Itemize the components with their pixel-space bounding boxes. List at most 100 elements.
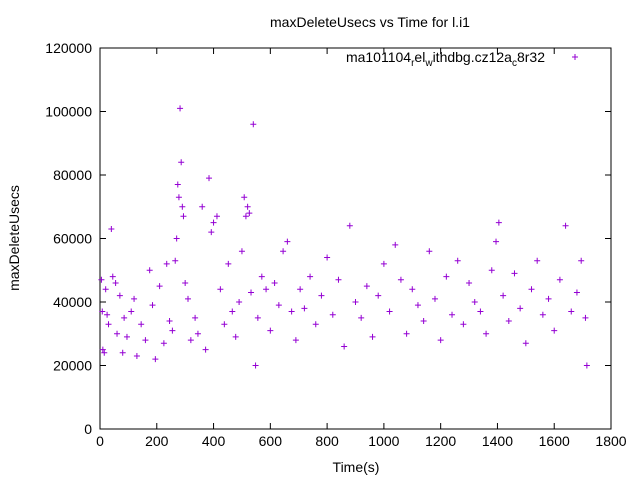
x-tick-label: 600 bbox=[259, 433, 283, 449]
data-point bbox=[254, 314, 261, 321]
data-point bbox=[121, 314, 128, 321]
data-point bbox=[180, 213, 187, 220]
data-point bbox=[545, 295, 552, 302]
x-tick-label: 1800 bbox=[595, 433, 626, 449]
y-tick-label: 80000 bbox=[53, 167, 92, 183]
x-tick-label: 1600 bbox=[539, 433, 570, 449]
data-point bbox=[397, 276, 404, 283]
data-point bbox=[346, 222, 353, 229]
data-point bbox=[258, 273, 265, 280]
data-point bbox=[229, 308, 236, 315]
data-point bbox=[568, 308, 575, 315]
data-point bbox=[109, 273, 116, 280]
data-point bbox=[149, 302, 156, 309]
data-point bbox=[177, 105, 184, 112]
data-point bbox=[431, 295, 438, 302]
data-point bbox=[217, 286, 224, 293]
data-point bbox=[275, 302, 282, 309]
data-point bbox=[248, 289, 255, 296]
data-point bbox=[179, 203, 186, 210]
data-point bbox=[449, 311, 456, 318]
chart-title: maxDeleteUsecs vs Time for l.i1 bbox=[270, 14, 470, 30]
y-axis-label: maxDeleteUsecs bbox=[6, 185, 22, 291]
y-tick-label: 0 bbox=[84, 421, 92, 437]
data-point bbox=[505, 318, 512, 325]
data-point bbox=[252, 362, 259, 369]
data-point bbox=[105, 321, 112, 328]
data-point bbox=[108, 225, 115, 232]
data-point bbox=[225, 260, 232, 267]
data-point bbox=[562, 222, 569, 229]
y-tick-label: 100000 bbox=[45, 104, 92, 120]
data-point bbox=[483, 330, 490, 337]
data-point bbox=[133, 352, 140, 359]
plot-area: 0 200 400 600 800 1000 1200 1400 1600 1800 0 20000 4… bbox=[45, 40, 626, 449]
data-point bbox=[98, 276, 105, 283]
data-point bbox=[528, 286, 535, 293]
data-point bbox=[352, 299, 359, 305]
data-point bbox=[511, 270, 518, 277]
data-point bbox=[131, 295, 138, 302]
data-point bbox=[146, 267, 153, 274]
data-point bbox=[534, 257, 541, 264]
data-point bbox=[324, 254, 331, 261]
data-point bbox=[163, 260, 170, 267]
data-point bbox=[409, 286, 416, 293]
data-point bbox=[454, 257, 461, 264]
data-point bbox=[307, 273, 314, 280]
data-point bbox=[128, 308, 135, 315]
data-point bbox=[194, 330, 201, 337]
data-point bbox=[185, 295, 192, 302]
x-tick-label: 400 bbox=[202, 433, 226, 449]
data-point bbox=[114, 330, 121, 337]
data-point bbox=[192, 314, 199, 321]
data-point bbox=[99, 346, 106, 353]
data-point bbox=[152, 356, 159, 363]
data-point bbox=[166, 318, 173, 325]
data-point bbox=[471, 299, 478, 305]
data-point bbox=[263, 286, 270, 293]
x-tick-label: 1200 bbox=[425, 433, 456, 449]
data-point bbox=[271, 279, 278, 286]
data-point bbox=[206, 175, 213, 182]
data-point bbox=[236, 299, 243, 305]
y-tick-label: 20000 bbox=[53, 358, 92, 374]
legend: ma101104relwithdbg.cz12ac8r32 bbox=[346, 49, 578, 69]
x-axis-label: Time(s) bbox=[333, 459, 380, 475]
data-point bbox=[318, 292, 325, 299]
data-point bbox=[426, 248, 433, 255]
data-point bbox=[232, 333, 239, 340]
data-point bbox=[242, 213, 249, 220]
data-point bbox=[138, 321, 145, 328]
data-point bbox=[329, 311, 336, 318]
data-point bbox=[386, 308, 393, 315]
data-point bbox=[174, 181, 181, 188]
data-point bbox=[375, 292, 382, 299]
legend-marker bbox=[572, 54, 578, 60]
data-point bbox=[443, 273, 450, 280]
legend-label-part: 8r32 bbox=[517, 49, 545, 65]
data-point bbox=[160, 340, 167, 347]
data-point bbox=[246, 210, 253, 217]
data-point bbox=[101, 349, 108, 356]
data-point bbox=[250, 121, 257, 128]
data-point bbox=[199, 203, 206, 210]
data-point bbox=[392, 241, 399, 248]
data-point bbox=[284, 238, 291, 245]
y-tick-label: 60000 bbox=[53, 231, 92, 247]
legend-label-part: c bbox=[512, 58, 517, 69]
data-point bbox=[551, 327, 558, 334]
data-point bbox=[369, 333, 376, 340]
data-point bbox=[358, 314, 365, 321]
data-point bbox=[142, 337, 149, 344]
data-point bbox=[208, 229, 215, 236]
data-point bbox=[112, 279, 119, 286]
legend-label-part: ithdbg.cz12a bbox=[433, 49, 513, 65]
data-point bbox=[556, 276, 563, 283]
y-tick-label: 120000 bbox=[45, 40, 92, 56]
data-point bbox=[437, 337, 444, 344]
data-point bbox=[420, 318, 427, 325]
data-point bbox=[363, 283, 370, 290]
data-point bbox=[460, 321, 467, 328]
